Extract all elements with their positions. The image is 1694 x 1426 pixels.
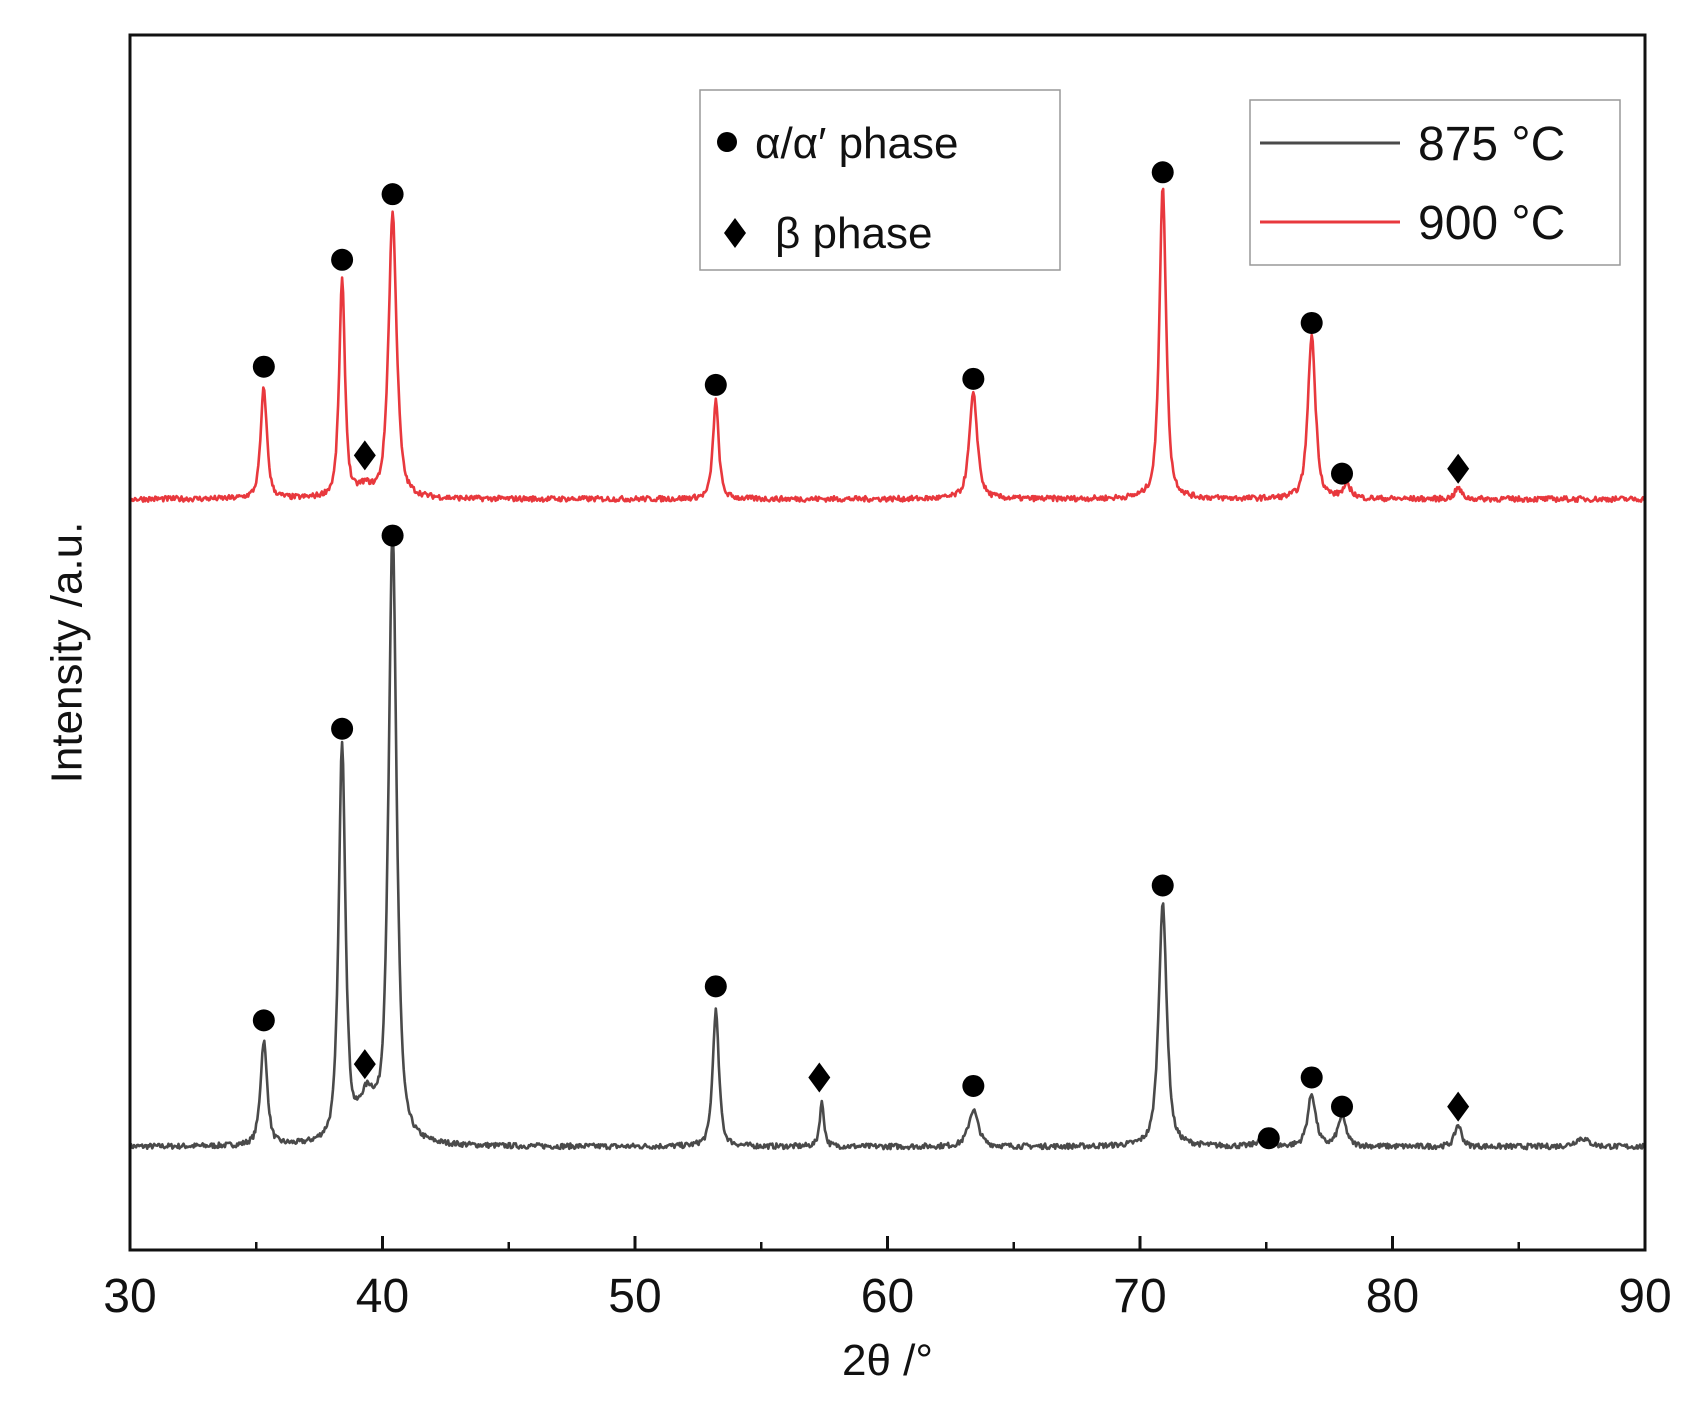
beta-phase-marker: [1447, 453, 1470, 484]
phase-legend: α/α′ phase β phase: [699, 89, 1061, 271]
x-axis-ticks: 30 40 50 60 70 80 90: [103, 1236, 1672, 1323]
alpha-phase-marker: [381, 183, 404, 206]
alpha-phase-marker: [962, 367, 985, 390]
alpha-phase-marker: [1331, 462, 1353, 485]
x-tick-label: 30: [103, 1270, 156, 1323]
series-legend: 875 °C 900 °C: [1249, 99, 1621, 266]
series-line-900: [129, 187, 1647, 504]
phase-legend-box: [699, 89, 1061, 271]
alpha-phase-marker: [331, 248, 354, 271]
beta-phase-marker: [808, 1062, 831, 1093]
x-tick-label: 80: [1366, 1270, 1419, 1323]
alpha-phase-marker: [381, 524, 404, 547]
x-tick-label: 40: [356, 1270, 409, 1323]
alpha-phase-marker: [252, 1009, 275, 1032]
plot-area: [128, 161, 1647, 1151]
series-legend-box: [1249, 99, 1621, 266]
alpha-phase-marker: [252, 355, 275, 378]
beta-phase-marker: [353, 440, 376, 471]
series-line-875: [128, 526, 1646, 1151]
legend-label-875: 875 °C: [1418, 118, 1565, 171]
alpha-phase-marker: [704, 975, 727, 998]
legend-label-900: 900 °C: [1418, 197, 1565, 250]
alpha-phase-marker: [1257, 1127, 1280, 1150]
x-tick-label: 60: [861, 1270, 914, 1323]
alpha-phase-circle-icon: [717, 132, 737, 152]
alpha-phase-marker: [1151, 874, 1174, 897]
x-axis-label: 2θ /°: [842, 1336, 933, 1385]
alpha-phase-marker: [704, 373, 727, 396]
phase-legend-label-beta: β phase: [775, 209, 932, 258]
y-axis-label: Intensity /a.u.: [43, 522, 92, 784]
alpha-phase-marker: [1331, 1095, 1353, 1118]
x-tick-label: 70: [1113, 1270, 1166, 1323]
beta-phase-marker: [1447, 1091, 1470, 1122]
alpha-phase-marker: [1300, 1066, 1323, 1089]
alpha-phase-marker: [1151, 161, 1174, 184]
alpha-phase-marker: [1300, 311, 1323, 334]
alpha-phase-marker: [962, 1074, 985, 1097]
beta-phase-diamond-icon: [724, 218, 746, 248]
beta-phase-marker: [353, 1049, 376, 1080]
alpha-phase-marker: [331, 717, 354, 740]
x-tick-label: 50: [608, 1270, 661, 1323]
x-tick-label: 90: [1618, 1270, 1671, 1323]
phase-legend-label-alpha: α/α′ phase: [755, 119, 958, 168]
